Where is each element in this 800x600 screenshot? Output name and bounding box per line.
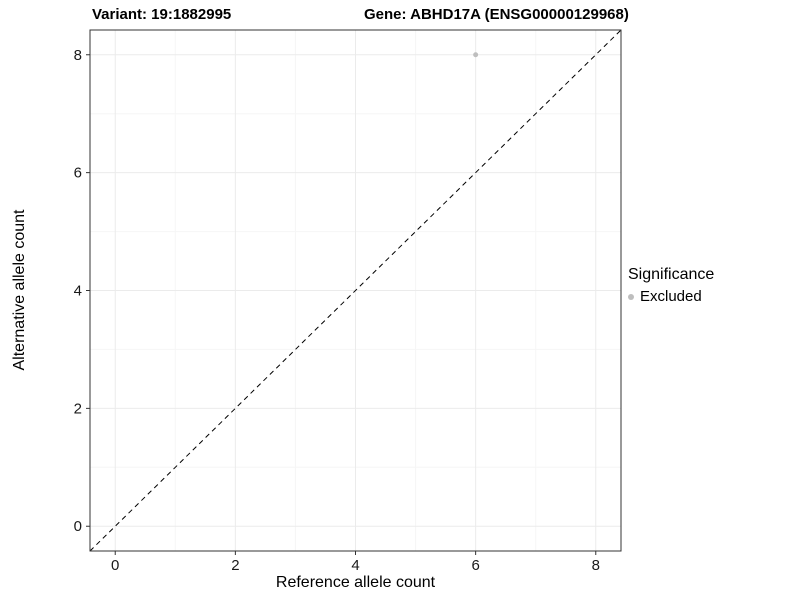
legend: Significance Excluded: [628, 266, 714, 305]
plot-title-variant: Variant: 19:1882995: [92, 6, 232, 23]
x-tick-label: 0: [111, 557, 119, 574]
x-tick-label: 4: [351, 557, 359, 574]
data-point: [473, 52, 479, 58]
x-tick-label: 8: [592, 557, 600, 574]
legend-point-icon: [628, 293, 634, 300]
plot-title-gene: Gene: ABHD17A (ENSG00000129968): [364, 6, 629, 23]
y-tick-label: 2: [74, 400, 82, 417]
y-axis-title: Alternative allele count: [11, 209, 28, 371]
x-tick-label: 6: [471, 557, 479, 574]
y-tick-label: 4: [74, 283, 82, 300]
y-tick-label: 0: [74, 518, 82, 535]
legend-title: Significance: [628, 266, 715, 283]
legend-item-excluded: Excluded: [628, 288, 714, 305]
legend-item-label: Excluded: [640, 288, 702, 305]
y-tick-label: 6: [74, 165, 82, 182]
x-tick-label: 2: [231, 557, 239, 574]
identity-reference-line: [89, 29, 622, 552]
x-axis-title: Reference allele count: [275, 574, 436, 591]
y-tick-label: 8: [74, 47, 82, 64]
